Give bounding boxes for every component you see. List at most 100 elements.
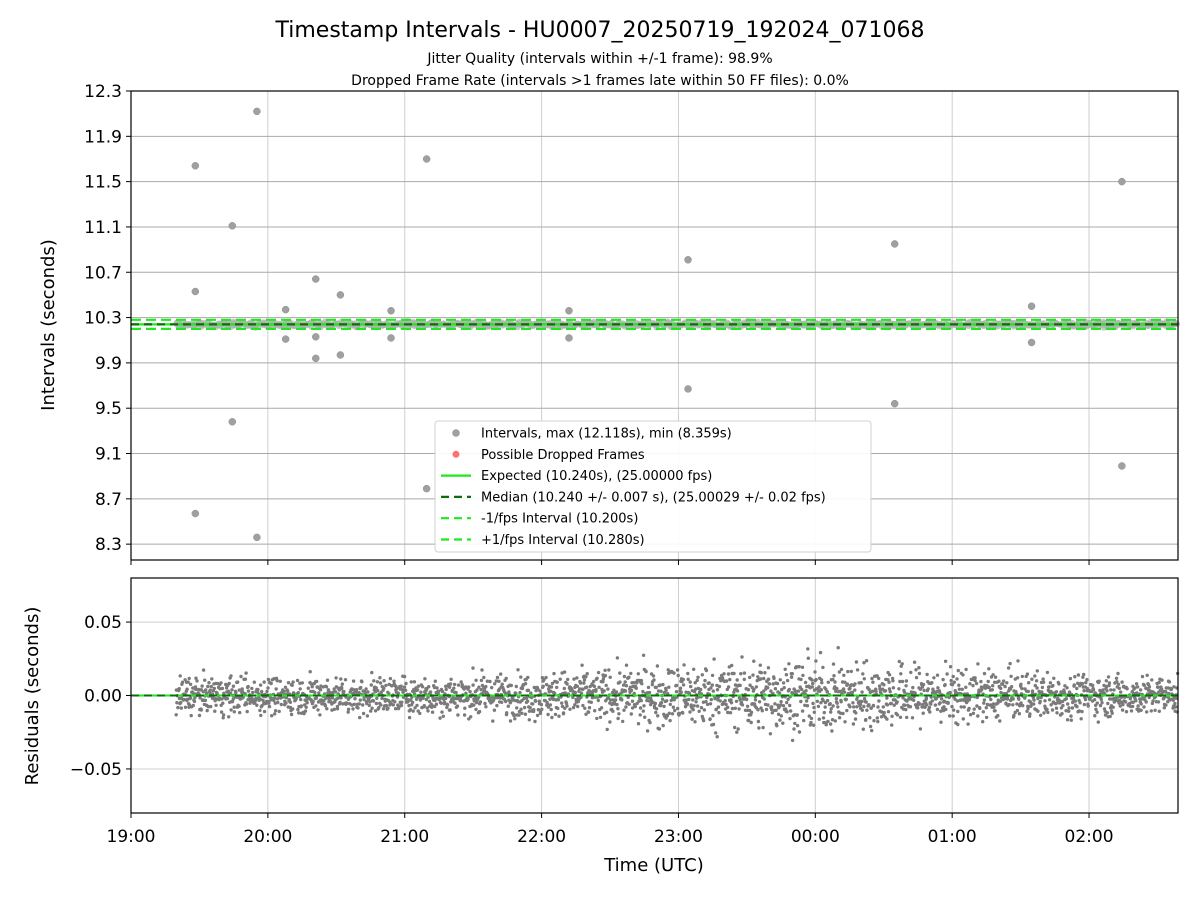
- residual-point: [951, 714, 955, 718]
- residual-point: [526, 688, 531, 692]
- residual-point: [1134, 682, 1139, 686]
- residual-point: [1015, 708, 1020, 713]
- residual-point: [984, 706, 988, 710]
- residual-point: [275, 679, 279, 683]
- residual-point: [779, 714, 783, 718]
- residual-point: [723, 699, 727, 703]
- residual-point: [1139, 708, 1143, 712]
- residual-point: [905, 715, 909, 720]
- residual-point: [375, 680, 380, 684]
- interval-outlier-point: [422, 155, 431, 163]
- residual-point: [1172, 685, 1176, 689]
- residual-point: [351, 679, 356, 683]
- residual-point: [778, 718, 782, 722]
- residual-point: [1150, 678, 1154, 682]
- residual-point: [636, 672, 640, 676]
- residual-point: [1102, 683, 1106, 688]
- residual-point: [494, 679, 498, 683]
- residual-point: [726, 710, 730, 715]
- residual-point: [492, 708, 497, 712]
- residual-point: [757, 700, 762, 704]
- residual-point: [869, 706, 873, 710]
- residual-point: [1017, 697, 1021, 701]
- residual-point: [918, 702, 922, 706]
- residual-point: [633, 704, 637, 709]
- residual-point: [1119, 690, 1123, 694]
- residual-point: [648, 720, 652, 725]
- residual-point: [758, 663, 762, 667]
- residual-point: [274, 687, 278, 691]
- residual-point: [227, 681, 231, 686]
- residual-point: [707, 681, 711, 685]
- residual-point: [1016, 659, 1020, 663]
- residuals-panel: 19:00 20:00 21:00 22:00 23:00 00:00 01:00 02:00…: [70, 577, 1180, 847]
- residual-point: [188, 696, 193, 700]
- residual-point: [757, 726, 761, 730]
- residual-point: [267, 704, 272, 709]
- residual-point: [836, 646, 840, 650]
- residual-point: [1033, 674, 1037, 678]
- residual-point: [318, 713, 322, 717]
- residual-point: [256, 687, 260, 692]
- residual-point: [367, 703, 371, 708]
- residual-point: [922, 688, 926, 693]
- residual-point: [478, 700, 483, 704]
- residual-point: [584, 712, 588, 716]
- residual-point: [1164, 703, 1168, 707]
- residual-point: [897, 687, 901, 691]
- residual-point: [851, 722, 856, 726]
- residual-point: [956, 722, 960, 727]
- residual-point: [491, 719, 495, 723]
- interval-outlier-point: [684, 385, 692, 393]
- residual-point: [393, 707, 398, 711]
- residual-point: [768, 732, 773, 736]
- residual-point: [1095, 701, 1100, 705]
- residual-point: [471, 666, 475, 670]
- residual-point: [848, 705, 852, 709]
- residual-point: [855, 668, 860, 672]
- residual-point: [1013, 710, 1017, 715]
- residual-point: [189, 713, 193, 718]
- residual-point: [1153, 708, 1157, 712]
- residual-point: [1064, 697, 1069, 701]
- residual-point: [382, 686, 386, 690]
- residual-point: [459, 698, 463, 702]
- residual-point: [1014, 689, 1018, 694]
- residual-point: [781, 721, 785, 725]
- residual-point: [497, 679, 501, 683]
- residual-point: [690, 717, 694, 721]
- residual-point: [386, 706, 390, 710]
- residual-point: [1032, 698, 1036, 702]
- residual-point: [649, 702, 653, 707]
- residual-point: [730, 706, 735, 711]
- residual-point: [185, 687, 189, 691]
- residual-point: [832, 674, 836, 678]
- residual-point: [1047, 698, 1052, 702]
- residual-point: [442, 700, 447, 705]
- residual-point: [1078, 701, 1082, 705]
- residual-point: [715, 735, 719, 739]
- residual-point: [952, 680, 956, 684]
- residual-point: [1107, 681, 1112, 685]
- residual-point: [667, 685, 671, 689]
- residual-point: [655, 664, 660, 668]
- residual-point: [380, 696, 384, 701]
- residual-point: [555, 680, 559, 684]
- residual-point: [921, 702, 925, 707]
- residual-point: [1131, 700, 1136, 704]
- residual-point: [904, 679, 909, 683]
- residual-point: [774, 708, 778, 712]
- residual-point: [284, 696, 289, 700]
- residual-point: [221, 716, 225, 720]
- top-y-tick-label: 9.5: [95, 399, 122, 419]
- residual-point: [740, 655, 744, 659]
- residual-point: [1123, 700, 1128, 704]
- residual-point: [819, 678, 824, 682]
- residual-point: [526, 675, 530, 680]
- residual-point: [244, 702, 249, 706]
- residual-point: [793, 689, 798, 693]
- residual-point: [795, 723, 800, 728]
- residual-point: [924, 696, 929, 700]
- residual-point: [514, 684, 518, 689]
